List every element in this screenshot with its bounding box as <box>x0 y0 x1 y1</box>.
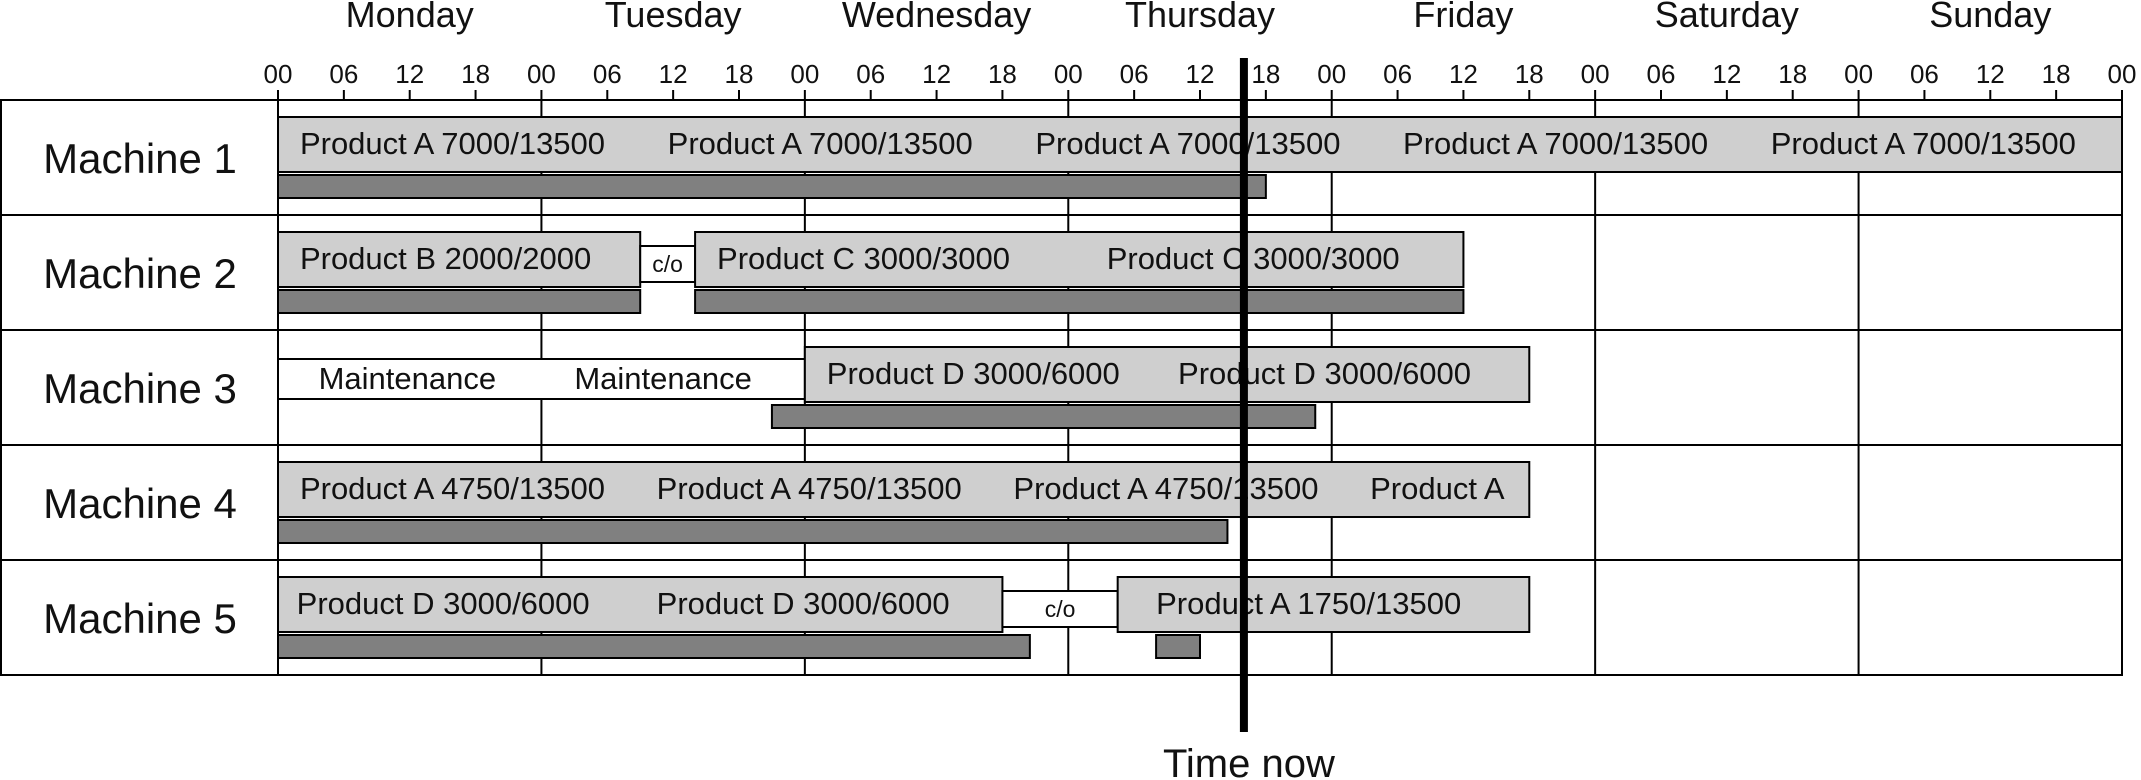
bar-label: Product A 4750/13500 <box>1013 471 1318 506</box>
progress-bar <box>277 634 1031 659</box>
tick-label: 06 <box>1647 59 1676 89</box>
tick-label: 12 <box>1186 59 1215 89</box>
tick-label: 18 <box>1515 59 1544 89</box>
tick-label: 18 <box>1251 59 1280 89</box>
tick-label: 06 <box>856 59 885 89</box>
tick-label: 18 <box>988 59 1017 89</box>
bar-label: Product D 3000/6000 <box>657 586 950 621</box>
tick-label: 00 <box>527 59 556 89</box>
bar-label: Product D 3000/6000 <box>297 586 590 621</box>
progress-bar <box>277 289 642 314</box>
day-label: Tuesday <box>605 0 742 35</box>
time-now-label: Time now <box>1163 742 1335 780</box>
changeover-label: c/o <box>652 251 683 277</box>
tick-label: 12 <box>395 59 424 89</box>
machine-label: Machine 4 <box>43 480 237 527</box>
machine-label: Machine 2 <box>43 250 237 297</box>
time-axis-header: Monday Tuesday Wednesday Thursday Friday Satu… <box>264 0 2137 100</box>
changeover-bar <box>639 245 697 283</box>
machine-label: Machine 1 <box>43 135 237 182</box>
bar-label: Product A 7000/13500 <box>1403 126 1708 161</box>
progress-bar <box>277 519 1229 544</box>
progress-bar <box>1155 634 1201 659</box>
tick-label: 00 <box>1844 59 1873 89</box>
bar-label: Product D 3000/6000 <box>1178 356 1471 391</box>
time-now-marker: Time now <box>1163 58 1335 780</box>
bar-label: Product A 4750/13500 <box>657 471 962 506</box>
product-bar <box>1116 576 1531 633</box>
product-bar <box>277 116 2123 173</box>
maintenance-label: Maintenance <box>319 361 497 396</box>
day-label: Thursday <box>1125 0 1275 35</box>
tick-label: 06 <box>329 59 358 89</box>
machine-label: Machine 3 <box>43 365 237 412</box>
machine-labels: Machine 1 Machine 2 Machine 3 Machine 4 Mach… <box>43 135 237 642</box>
progress-bar <box>277 174 1267 199</box>
bar-label: Product D 3000/6000 <box>827 356 1120 391</box>
product-bar <box>277 576 1004 633</box>
day-label: Saturday <box>1655 0 1799 35</box>
bar-label: Product A 7000/13500 <box>1035 126 1340 161</box>
bar-label: Product A 7000/13500 <box>1771 126 2076 161</box>
changeover-label: c/o <box>1045 596 1076 622</box>
product-bar <box>803 346 1531 403</box>
day-label: Sunday <box>1929 0 2051 35</box>
tick-label: 18 <box>2042 59 2071 89</box>
tick-label: 00 <box>2108 59 2137 89</box>
bar-label: Product A 1750/13500 <box>1156 586 1461 621</box>
day-label: Monday <box>346 0 474 35</box>
day-label: Friday <box>1413 0 1513 35</box>
tick-label: 00 <box>1317 59 1346 89</box>
tick-label: 06 <box>1120 59 1149 89</box>
machine-label: Machine 5 <box>43 595 237 642</box>
tick-label: 00 <box>1581 59 1610 89</box>
bar-label: Product A 7000/13500 <box>668 126 973 161</box>
tick-label: 12 <box>659 59 688 89</box>
tick-label: 12 <box>922 59 951 89</box>
tick-label: 00 <box>264 59 293 89</box>
bar-label: Product C 3000/3000 <box>1107 241 1400 276</box>
tick-label: 00 <box>1054 59 1083 89</box>
bar-label: Product A 7000/13500 <box>300 126 605 161</box>
tick-label: 06 <box>593 59 622 89</box>
day-label: Wednesday <box>842 0 1031 35</box>
tick-label: 12 <box>1976 59 2005 89</box>
product-bar <box>277 231 642 288</box>
tick-label: 06 <box>1383 59 1412 89</box>
tick-label: 18 <box>725 59 754 89</box>
tick-label: 18 <box>461 59 490 89</box>
tick-label: 00 <box>790 59 819 89</box>
tick-label: 18 <box>1778 59 1807 89</box>
bar-label: Product A <box>1370 471 1505 506</box>
bar-label: Product A 4750/13500 <box>300 471 605 506</box>
tick-label: 12 <box>1712 59 1741 89</box>
changeover-bar <box>1001 590 1119 628</box>
tick-label: 06 <box>1910 59 1939 89</box>
bar-label: Product B 2000/2000 <box>300 241 591 276</box>
progress-bar <box>770 404 1317 429</box>
bar-label: Product C 3000/3000 <box>717 241 1010 276</box>
schedule-bars: Product A 7000/13500 Product A 7000/13500… <box>277 116 2123 659</box>
progress-bar <box>694 289 1465 314</box>
tick-label: 12 <box>1449 59 1478 89</box>
maintenance-label: Maintenance <box>574 361 752 396</box>
product-bar <box>277 461 1531 518</box>
product-bar <box>694 231 1465 288</box>
